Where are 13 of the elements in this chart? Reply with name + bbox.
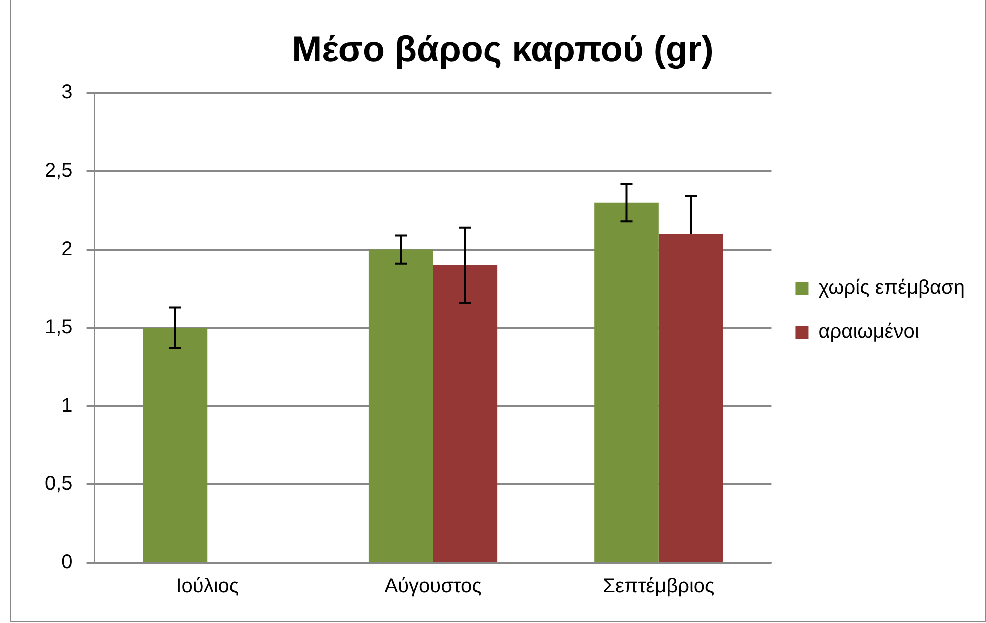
legend-label: αραιωμένοι bbox=[818, 321, 920, 344]
x-tick-label: Ιούλιος bbox=[176, 576, 240, 598]
y-tick-label: 2 bbox=[62, 238, 73, 260]
x-tick-label: Αύγουστος bbox=[384, 576, 482, 598]
x-tick-label: Σεπτέμβριος bbox=[603, 576, 716, 598]
y-tick-label: 1,5 bbox=[44, 316, 73, 339]
y-tick-label: 1 bbox=[62, 394, 73, 417]
y-tick-label: 0,5 bbox=[44, 473, 73, 496]
y-tick-label: 3 bbox=[62, 82, 73, 104]
chart-title: Μέσο βάρος καρπού (gr) bbox=[292, 28, 714, 70]
y-tick-label: 0 bbox=[62, 552, 73, 574]
legend-label: χωρίς επέμβαση bbox=[818, 277, 965, 300]
y-tick-label: 2,5 bbox=[44, 160, 73, 182]
